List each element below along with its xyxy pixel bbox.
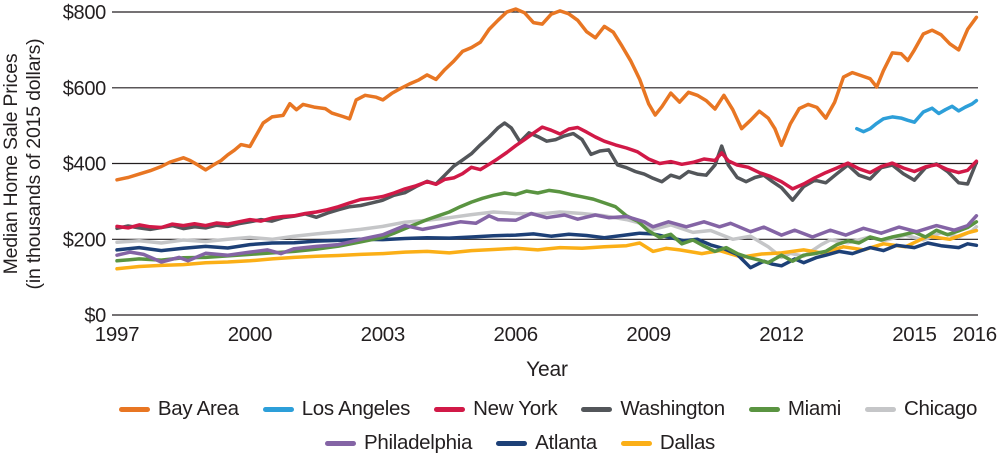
legend-label-dallas: Dallas <box>659 431 715 454</box>
x-tick-label-2015: 2015 <box>892 323 936 346</box>
legend-item-new-york: New York <box>434 397 558 421</box>
y-tick-label-600: $600 <box>63 78 106 100</box>
series-line-philadelphia <box>115 211 979 264</box>
y-axis-title: Median Home Sale Prices (in thousands of… <box>0 0 48 329</box>
legend-item-dallas: Dallas <box>620 431 715 455</box>
legend-row-2: Philadelphia Atlanta Dallas <box>20 431 1000 455</box>
legend-swatch-philadelphia <box>324 440 356 446</box>
legend-label-chicago: Chicago <box>903 397 978 420</box>
series-line-atlanta <box>115 231 979 270</box>
legend-swatch-washington <box>581 406 613 412</box>
x-axis-title: Year <box>526 358 568 381</box>
y-tick-label-400: $400 <box>63 154 106 176</box>
x-tick-label-2003: 2003 <box>361 323 405 346</box>
legend-swatch-chicago <box>864 406 896 412</box>
x-tick-label-1997: 1997 <box>95 323 139 346</box>
legend-label-los-angeles: Los Angeles <box>301 397 411 420</box>
legend-swatch-los-angeles <box>262 406 294 412</box>
legend-item-chicago: Chicago <box>864 397 978 421</box>
y-tick-label-0: $0 <box>84 305 106 327</box>
y-tick-label-200: $200 <box>63 229 106 251</box>
series-line-bay_area <box>115 7 979 182</box>
x-tick-label-2006: 2006 <box>493 323 537 346</box>
series-line-los_angeles <box>855 98 979 134</box>
series-line-washington <box>115 121 979 232</box>
series-line-new_york <box>115 125 979 230</box>
legend-item-bay-area: Bay Area <box>118 397 239 421</box>
legend-label-atlanta: Atlanta <box>535 431 597 454</box>
legend-row-1: Bay Area Los Angeles New York Washington Mia… <box>48 397 1000 421</box>
legend-item-philadelphia: Philadelphia <box>324 431 473 455</box>
legend-swatch-atlanta <box>496 440 528 446</box>
legend-swatch-bay-area <box>118 406 150 412</box>
series-line-dallas <box>115 228 979 271</box>
legend-label-new-york: New York <box>473 397 558 420</box>
legend-swatch-new-york <box>434 406 466 412</box>
x-tick-label-2012: 2012 <box>759 323 803 346</box>
x-tick-label-2000: 2000 <box>228 323 272 346</box>
legend-item-miami: Miami <box>748 397 841 421</box>
legend-label-philadelphia: Philadelphia <box>363 431 473 454</box>
legend-label-washington: Washington <box>620 397 725 420</box>
chart-svg: $0 $200 $400 $600 $800 1997 2000 2003 2006 2009 20… <box>63 2 998 346</box>
legend-item-washington: Washington <box>581 397 725 421</box>
legend-item-atlanta: Atlanta <box>496 431 597 455</box>
x-tick-label-2009: 2009 <box>626 323 670 346</box>
legend-label-miami: Miami <box>787 397 841 420</box>
legend-swatch-dallas <box>620 440 652 446</box>
legend-item-los-angeles: Los Angeles <box>262 397 411 421</box>
y-tick-label-800: $800 <box>63 2 106 24</box>
legend-label-bay-area: Bay Area <box>157 397 239 420</box>
y-axis-title-line2: (in thousands of 2015 dollars) <box>23 38 45 290</box>
x-tick-label-2016: 2016 <box>952 323 996 346</box>
y-axis-title-line1: Median Home Sale Prices <box>0 53 22 275</box>
series-line-miami <box>115 188 979 265</box>
legend-swatch-miami <box>748 406 780 412</box>
